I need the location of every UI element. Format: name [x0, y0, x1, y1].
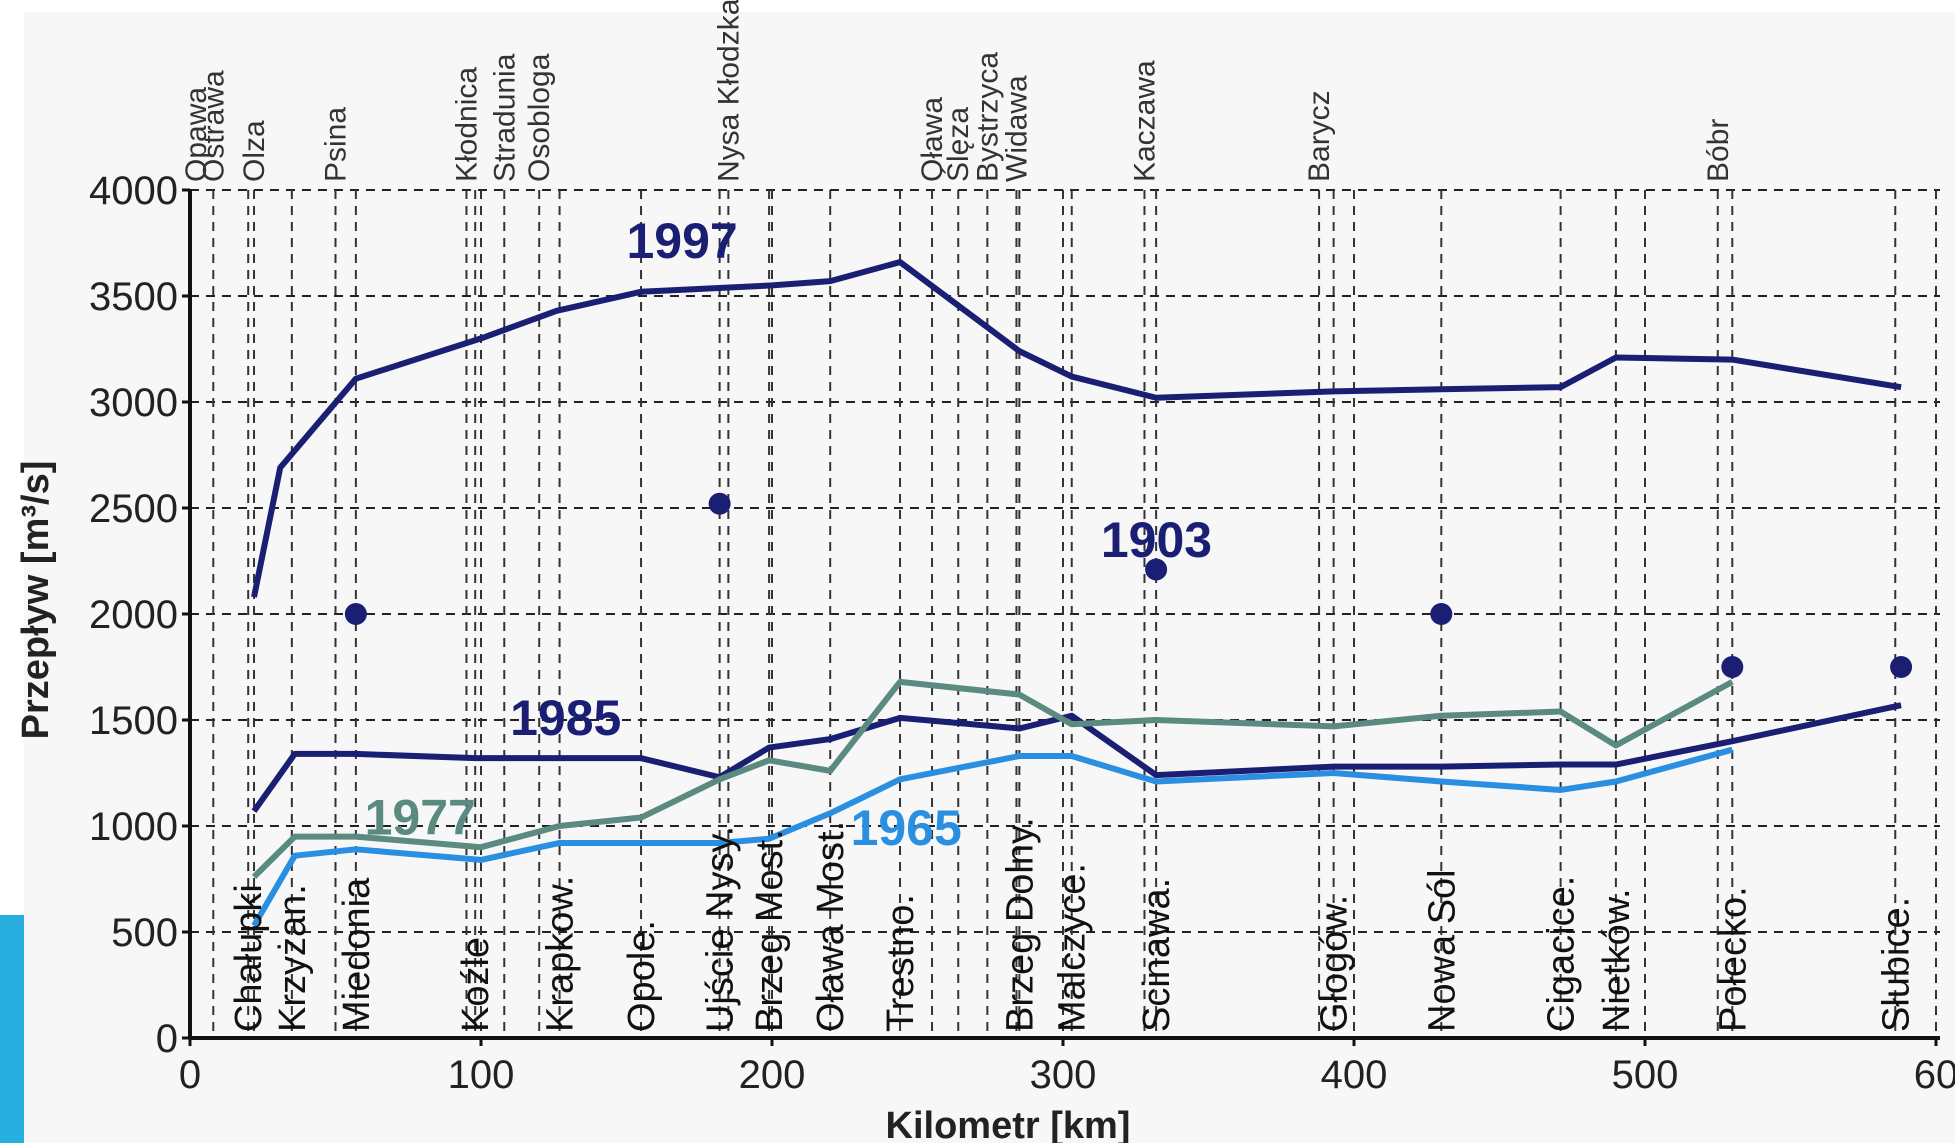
x-tick-label: 100 — [448, 1053, 515, 1097]
series-label-1977: 1977 — [365, 789, 476, 845]
gauge-label: Chałupki — [228, 884, 270, 1032]
series-1903-point — [1145, 558, 1168, 581]
y-tick-label: 4000 — [89, 169, 178, 213]
tributary-label: Ślęza — [941, 107, 975, 182]
y-tick-label: 2500 — [89, 487, 178, 531]
gauge-label: Krzyżan. — [272, 884, 314, 1032]
gauge-label: Nietków. — [1596, 888, 1638, 1032]
gauge-label: Słubice. — [1875, 897, 1917, 1032]
x-tick-label: 200 — [739, 1053, 806, 1097]
accent-bar — [0, 915, 24, 1143]
gauge-label: Krapkow. — [540, 876, 582, 1032]
gauge-label: Trestno. — [880, 894, 922, 1032]
series-label-1903: 1903 — [1101, 512, 1212, 568]
plot-background — [24, 12, 1955, 1143]
tributary-label: Bystrzyca — [971, 52, 1004, 182]
series-1903-point — [1721, 656, 1744, 678]
text-layer: 0 500 1000 1500 2000 2500 3000 3500 4000 0 100 200 3… — [89, 0, 1955, 1097]
tributary-label: Barycz — [1303, 90, 1336, 182]
y-tick-label: 500 — [111, 911, 178, 955]
x-tick-label: 60 — [1914, 1053, 1955, 1097]
series-1965-line — [251, 746, 1734, 928]
series-label-1997: 1997 — [627, 213, 738, 269]
y-tick-label: 3500 — [89, 275, 178, 319]
series-label-1965: 1965 — [851, 800, 962, 856]
series-label-1985: 1985 — [510, 690, 621, 746]
series-layer — [251, 259, 1913, 928]
x-tick-label: 400 — [1321, 1053, 1388, 1097]
gauge-label: Malczyce. — [1052, 863, 1094, 1032]
series-1985-line — [251, 702, 1902, 813]
gauge-label: Głogów. — [1314, 895, 1356, 1032]
tributary-label: Opawa — [180, 87, 213, 182]
gauge-label: Cigacice. — [1541, 876, 1583, 1032]
gauge-label: Brzeg Most. — [749, 829, 791, 1032]
tributary-label: Osobloga — [523, 53, 556, 182]
tributary-label: Oława — [916, 97, 949, 182]
gauge-label: Brzeg Dolny. — [999, 817, 1041, 1032]
tributary-label: Nysa Kłodzka — [712, 0, 745, 182]
tributary-label: Kłodnica — [450, 67, 483, 182]
gauge-label: Ujście Nysy. — [700, 826, 742, 1032]
x-tick-label: 500 — [1612, 1053, 1679, 1097]
y-tick-label: 0 — [156, 1017, 178, 1061]
y-axis-title: Przepływ [m³/s] — [15, 461, 57, 740]
series-1903-point — [708, 492, 731, 515]
tributary-label: Ostrawa — [197, 70, 230, 182]
tributary-label: Kaczawa — [1128, 60, 1161, 182]
gauge-label: Opole. — [621, 920, 663, 1032]
y-tick-label: 3000 — [89, 381, 178, 425]
x-tick-label: 0 — [179, 1053, 201, 1097]
gauge-label: Miedonia — [336, 877, 378, 1032]
y-tick-label: 1000 — [89, 805, 178, 849]
series-1977-line — [251, 678, 1734, 880]
x-axis-title: Kilometr [km] — [886, 1105, 1131, 1143]
tributary-label: Olza — [238, 120, 271, 182]
series-1903-point — [344, 603, 367, 625]
gauge-label: Koźle — [455, 937, 497, 1032]
series-1903-point — [1890, 656, 1913, 678]
series-1997-line — [251, 259, 1902, 598]
gauge-label: Nowa Sól — [1421, 869, 1463, 1032]
x-tick-label: 300 — [1030, 1053, 1097, 1097]
y-tick-label: 1500 — [89, 699, 178, 743]
tributary-label: Widawa — [1000, 75, 1033, 182]
gauge-label: Oława Most. — [810, 821, 852, 1032]
tributary-label: Bóbr — [1702, 119, 1735, 182]
tributary-label: Psina — [320, 107, 353, 182]
series-1903-point — [1430, 603, 1453, 625]
axes — [182, 188, 1940, 1046]
grid — [190, 189, 1940, 1038]
gauge-label: Scinawa. — [1136, 878, 1178, 1032]
y-tick-label: 2000 — [89, 593, 178, 637]
tributary-label: Stradunia — [488, 53, 521, 182]
gauge-label: Połecko. — [1712, 886, 1754, 1032]
